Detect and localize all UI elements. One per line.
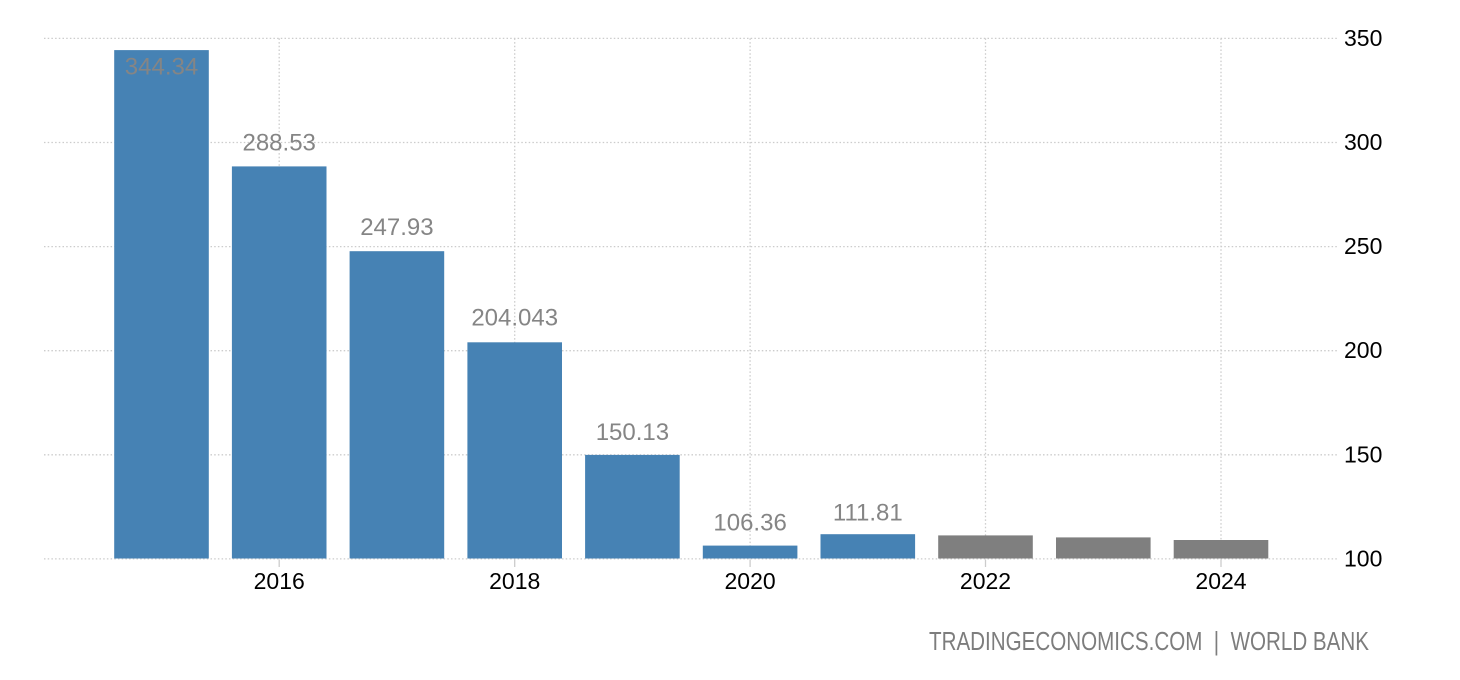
svg-text:2020: 2020 (725, 568, 776, 594)
svg-text:247.93: 247.93 (360, 214, 433, 241)
svg-text:2024: 2024 (1195, 568, 1246, 594)
svg-text:150: 150 (1344, 441, 1382, 467)
svg-text:100: 100 (1344, 545, 1382, 571)
svg-text:204.043: 204.043 (471, 305, 558, 332)
svg-text:111.81: 111.81 (833, 500, 903, 527)
svg-text:344.34: 344.34 (125, 53, 198, 80)
svg-text:106.36: 106.36 (713, 509, 786, 536)
svg-text:300: 300 (1344, 129, 1382, 155)
svg-text:150.13: 150.13 (596, 419, 669, 446)
svg-text:250: 250 (1344, 233, 1382, 259)
svg-text:2018: 2018 (489, 568, 540, 594)
svg-text:2022: 2022 (960, 568, 1011, 594)
svg-text:288.53: 288.53 (242, 129, 315, 156)
svg-text:2016: 2016 (254, 568, 305, 594)
svg-text:200: 200 (1344, 337, 1382, 363)
svg-text:350: 350 (1344, 25, 1382, 51)
svg-text:TRADINGECONOMICS.COM | WORLD: TRADINGECONOMICS.COM | WORLD BANK (929, 626, 1370, 656)
